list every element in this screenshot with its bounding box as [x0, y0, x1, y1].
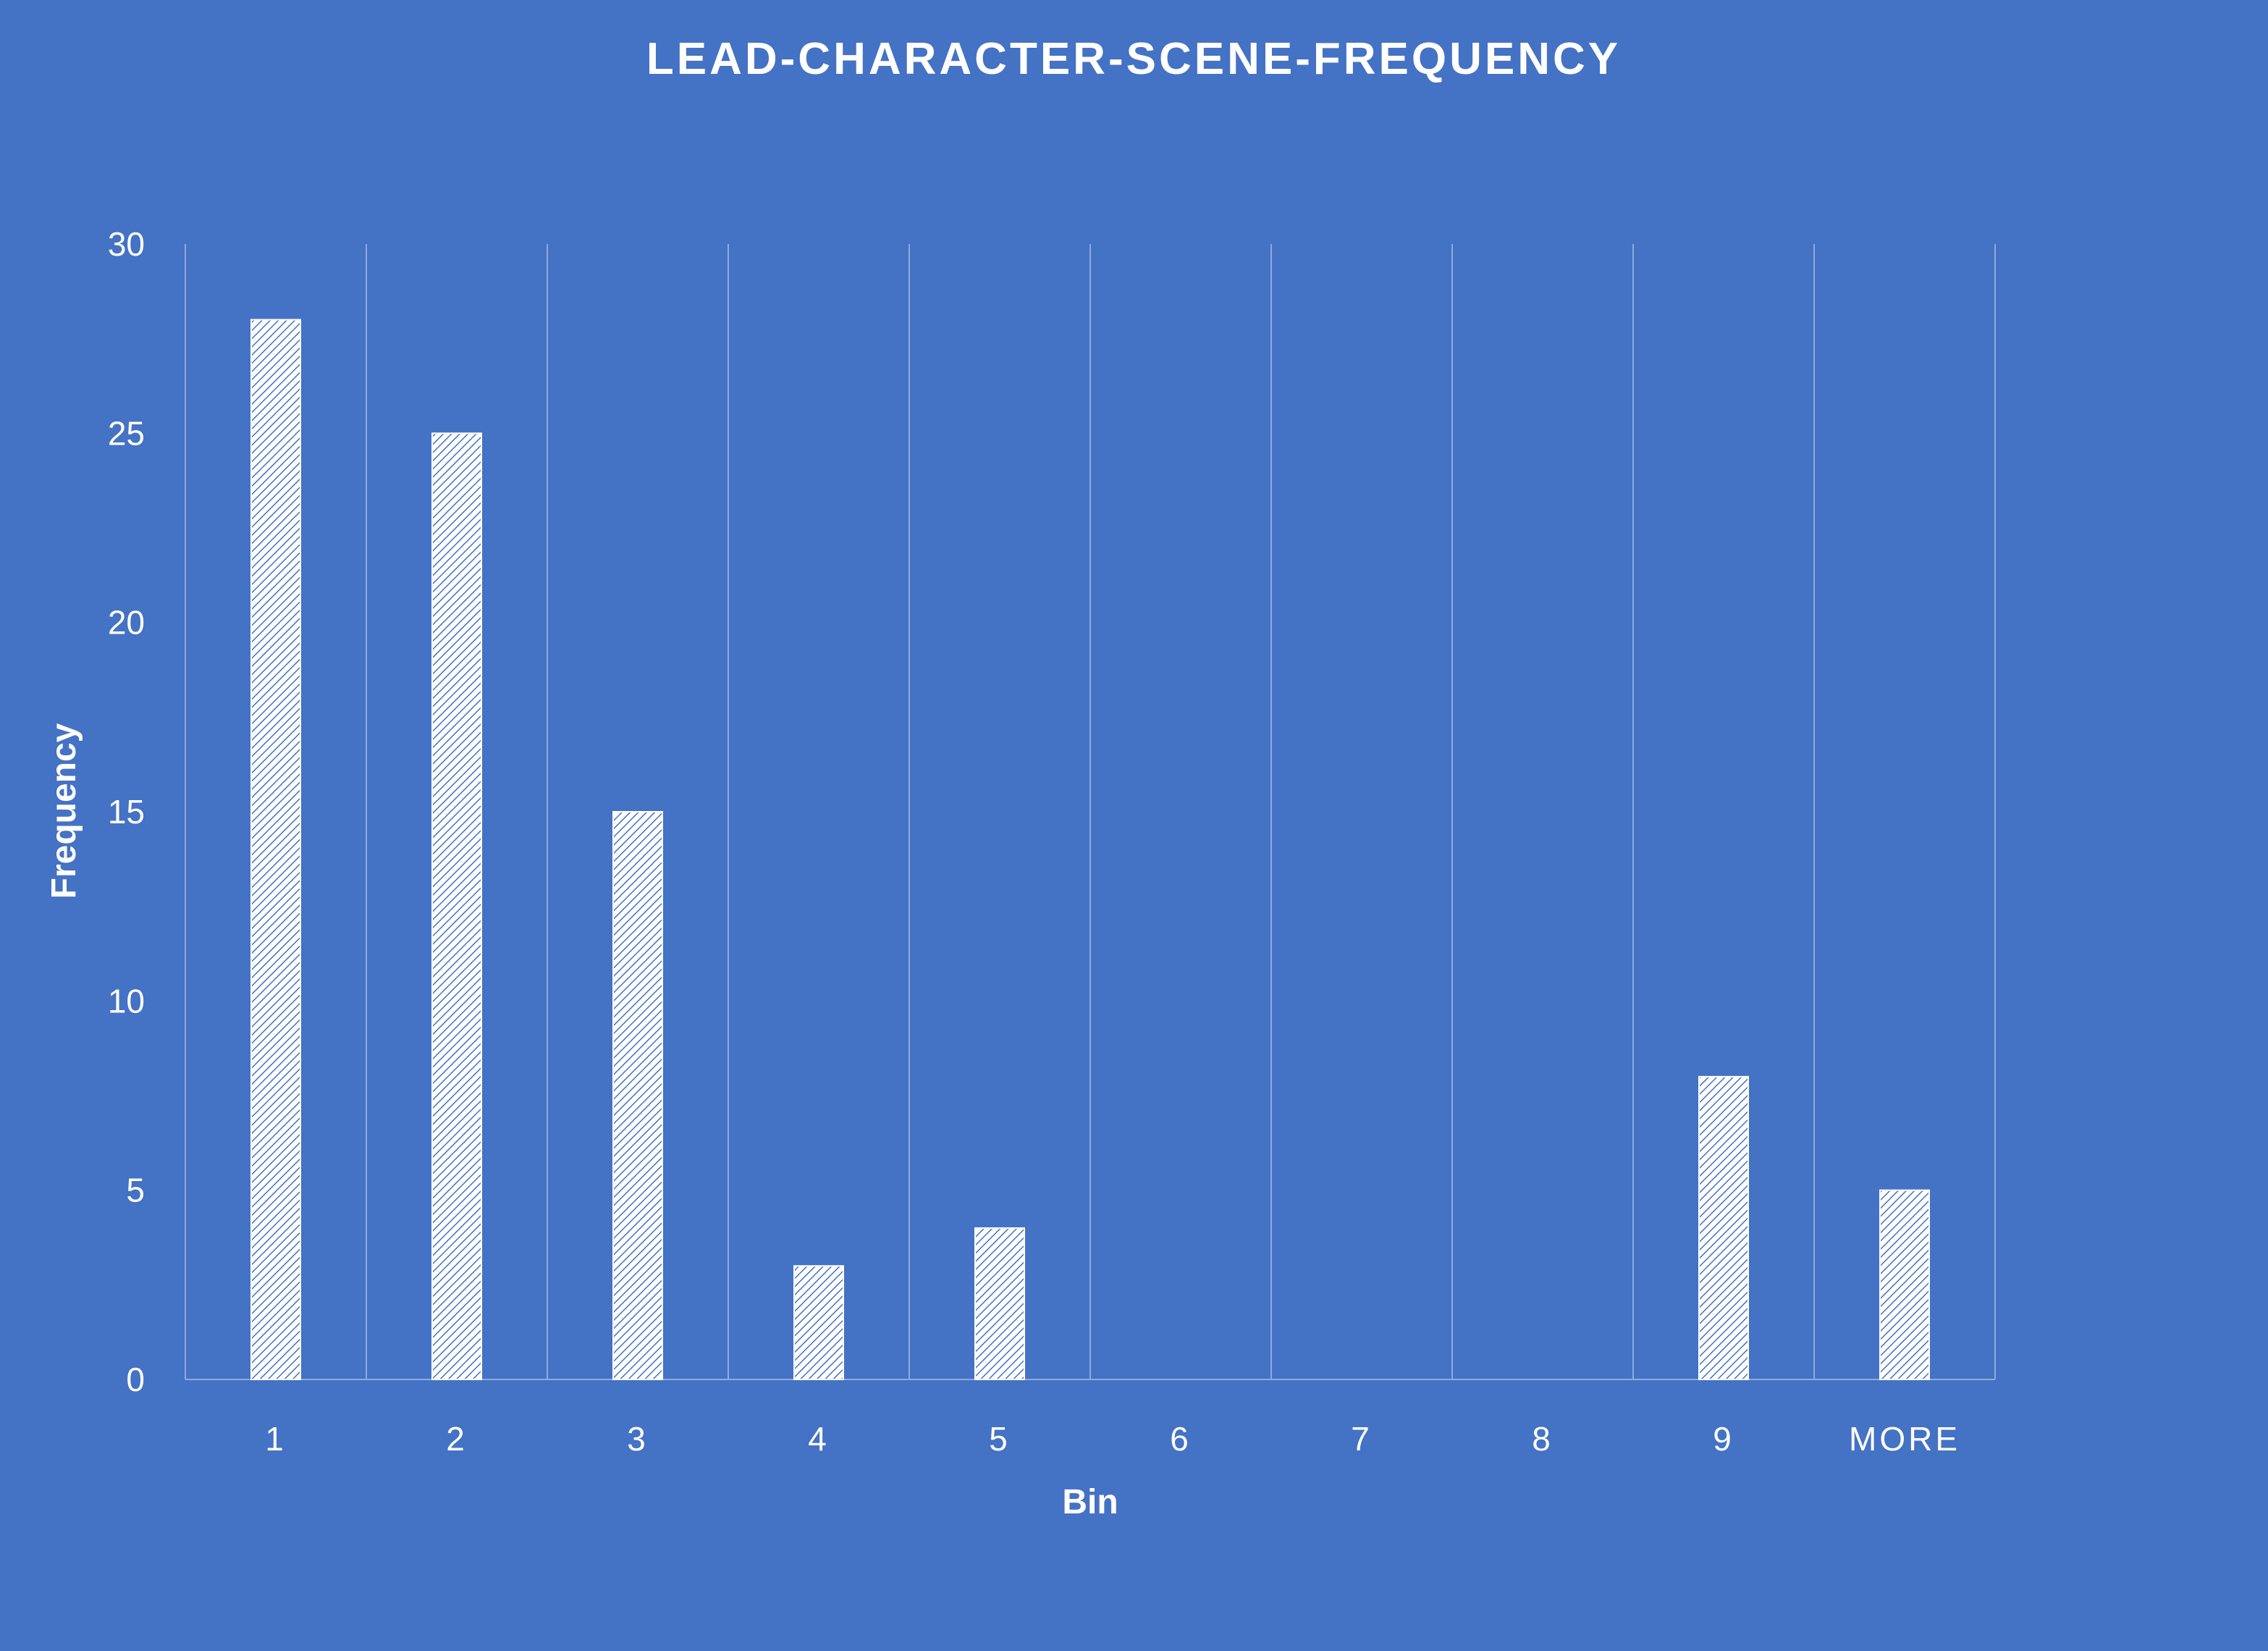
chart-title: LEAD-CHARACTER-SCENE-FREQUENCY: [646, 34, 1621, 84]
bar-2: [431, 432, 482, 1380]
x-tick-label: MORE: [1849, 1420, 1960, 1458]
x-tick-label: 3: [627, 1420, 649, 1458]
x-tick-label: 1: [265, 1420, 287, 1458]
y-tick-label: 5: [126, 1172, 145, 1209]
y-axis-label: Frequency: [45, 723, 83, 899]
y-tick-label: 25: [108, 414, 145, 452]
bar-4: [793, 1265, 844, 1380]
bar-1: [250, 319, 301, 1380]
x-tick-label: 5: [989, 1420, 1011, 1458]
x-axis-ticks: 1 2 3 4 5 6 7 8 9 MORE: [265, 1420, 1960, 1458]
x-tick-label: 6: [1170, 1420, 1192, 1458]
x-tick-label: 2: [446, 1420, 468, 1458]
bars: [250, 319, 1930, 1381]
bar-5: [974, 1227, 1025, 1381]
bar-3: [612, 811, 663, 1380]
y-axis-ticks: 0 5 10 15 20 25 30: [108, 225, 145, 1398]
x-tick-label: 7: [1351, 1420, 1373, 1458]
bar-more: [1879, 1189, 1930, 1380]
x-tick-label: 9: [1713, 1420, 1734, 1458]
y-tick-label: 15: [108, 793, 145, 831]
x-axis-label: Bin: [1062, 1483, 1118, 1521]
x-tick-label: 4: [808, 1420, 830, 1458]
gridlines: [185, 244, 1996, 1380]
y-tick-label: 10: [108, 982, 145, 1020]
x-tick-label: 8: [1532, 1420, 1554, 1458]
y-tick-label: 20: [108, 604, 145, 642]
y-tick-label: 30: [108, 225, 145, 263]
bar-9: [1698, 1075, 1749, 1381]
y-tick-label: 0: [126, 1361, 145, 1398]
